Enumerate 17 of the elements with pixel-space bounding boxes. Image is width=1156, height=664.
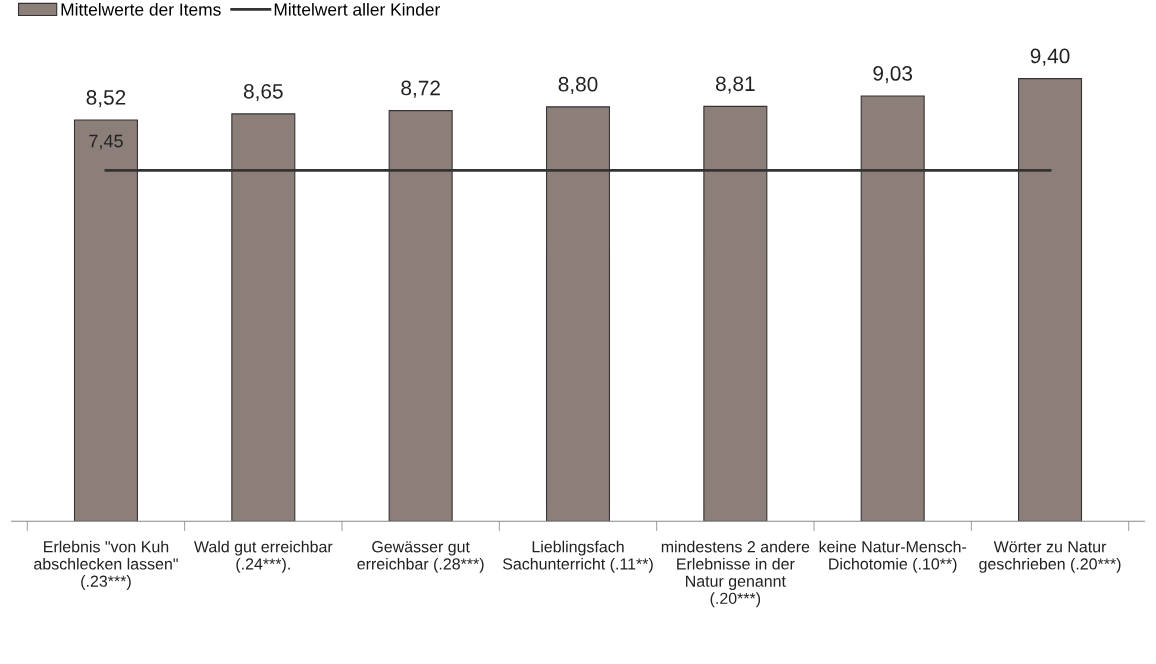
data-label: 7,45 <box>89 134 123 150</box>
data-label: 8,65 <box>243 83 283 102</box>
data-label: 8,81 <box>715 76 755 94</box>
legend-label: Mittelwert aller Kinder <box>274 2 440 16</box>
legend-label: Mittelwerte der Items <box>61 2 221 16</box>
x-tick-label: Wörter zu Natur geschrieben (.20***) <box>979 541 1121 573</box>
x-tick-label: keine Natur-Mensch- Dichotomie (.10**) <box>819 540 967 573</box>
x-tick-label: Gewässer gut erreichbar (.28***) <box>357 541 484 573</box>
data-label: 9,03 <box>873 66 913 84</box>
x-tick-label: mindestens 2 andere Erlebnisse in der Natur genannt (.20***) <box>661 540 810 608</box>
data-label: 8,52 <box>86 90 126 108</box>
data-label: 9,40 <box>1030 48 1070 66</box>
x-tick-label: Wald gut erreichbar (.24***). <box>194 540 333 573</box>
data-label: 8,80 <box>558 76 598 95</box>
x-tick-label: Erlebnis "von Kuh abschlecken lassen" (.23***) <box>34 540 178 590</box>
x-tick-label: Lieblingsfach Sachunterricht (.11**) <box>502 540 653 573</box>
data-label: 8,72 <box>401 80 440 98</box>
